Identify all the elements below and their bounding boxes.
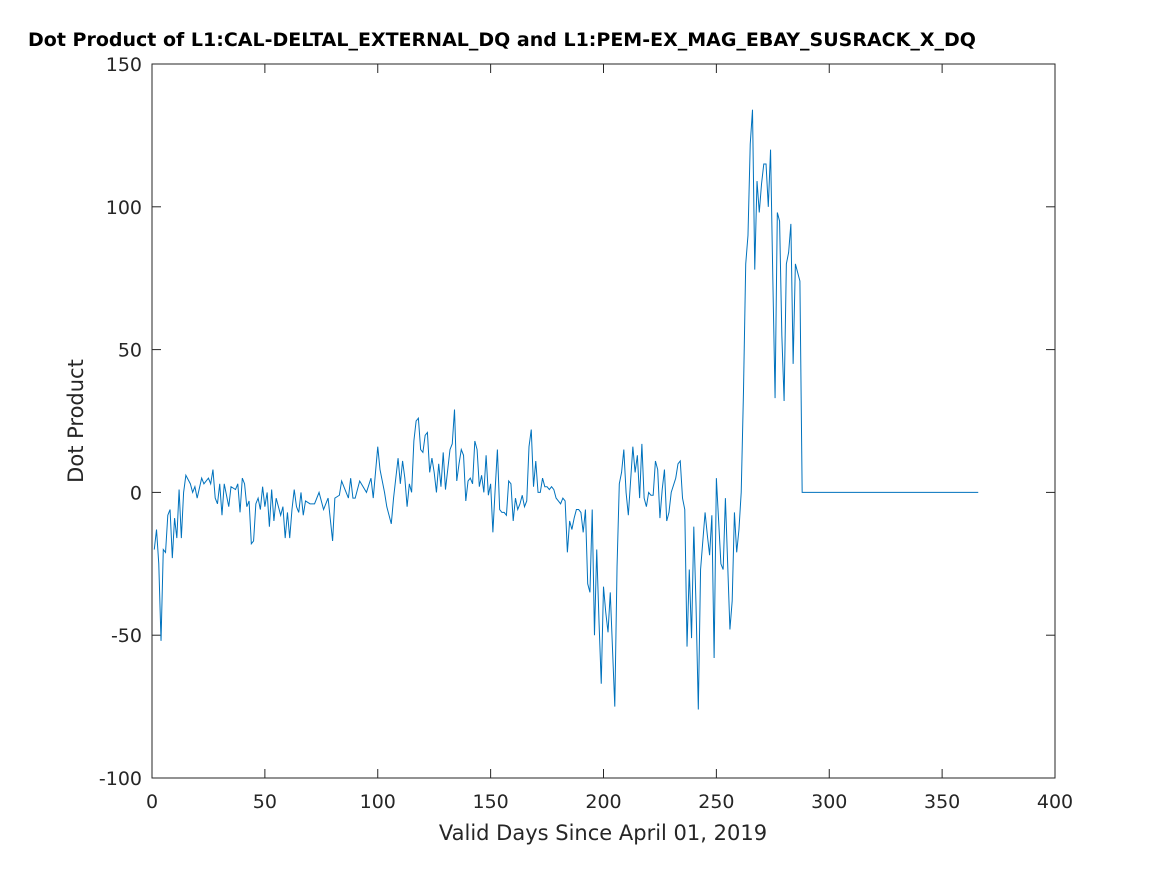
y-tick-label: -50 (111, 625, 142, 647)
x-tick-label: 0 (146, 791, 158, 813)
x-tick-label: 50 (253, 791, 277, 813)
x-tick-label: 400 (1037, 791, 1073, 813)
y-tick-label: 0 (130, 482, 142, 504)
y-tick-label: 50 (118, 340, 142, 362)
chart-title: Dot Product of L1:CAL-DELTAL_EXTERNAL_DQ… (28, 29, 976, 51)
x-tick-label: 150 (472, 791, 508, 813)
y-tick-label: -100 (99, 768, 142, 790)
y-tick-label: 100 (106, 197, 142, 219)
x-tick-label: 200 (585, 791, 621, 813)
data-line (153, 109, 979, 710)
y-tick-label: 150 (106, 54, 142, 76)
x-axis-label: Valid Days Since April 01, 2019 (439, 821, 767, 845)
y-axis-label: Dot Product (64, 359, 88, 483)
x-tick-label: 350 (924, 791, 960, 813)
x-tick-label: 100 (360, 791, 396, 813)
x-tick-label: 300 (811, 791, 847, 813)
x-tick-label: 250 (698, 791, 734, 813)
